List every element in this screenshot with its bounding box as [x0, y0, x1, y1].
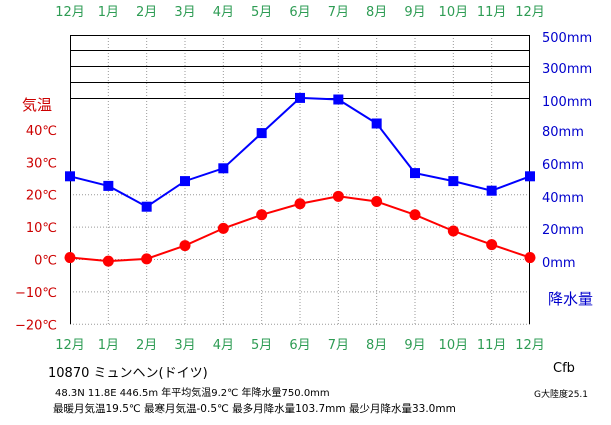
precip-tick-label: 80mm [542, 125, 584, 140]
temperature-point [141, 253, 153, 265]
temperature-point [294, 198, 306, 210]
temperature-point [64, 252, 76, 264]
precipitation-point [525, 171, 535, 182]
temperature-point [524, 252, 536, 264]
month-label-bottom: 9月 [404, 338, 425, 353]
temp-tick-label: 40℃ [26, 124, 57, 139]
month-label-top: 12月 [515, 5, 545, 20]
month-label-bottom: 7月 [328, 338, 349, 353]
temperature-point [409, 209, 421, 221]
precip-tick-label: 300mm [542, 62, 592, 77]
precipitation-point [218, 163, 229, 174]
precip-tick-label: 100mm [542, 95, 592, 110]
month-label-top: 5月 [251, 5, 272, 20]
temperature-point [486, 239, 498, 251]
temp-tick-label: 0℃ [34, 254, 57, 269]
precipitation-point [65, 171, 75, 182]
month-label-bottom: 4月 [213, 338, 234, 353]
temperature-point [332, 190, 344, 202]
temp-tick-label: 30℃ [26, 156, 57, 171]
month-label-top: 7月 [328, 5, 349, 20]
month-label-top: 2月 [136, 5, 157, 20]
month-label-bottom: 12月 [55, 338, 85, 353]
station-id: 10870 [48, 366, 90, 381]
temperature-point [256, 209, 268, 221]
precipitation-point [371, 118, 382, 129]
month-label-bottom: 3月 [174, 338, 195, 353]
stats-line-1: 48.3N 11.8E 446.5m 年平均気温9.2℃ 年降水量750.0mm [55, 388, 330, 399]
month-label-top: 1月 [98, 5, 119, 20]
precipitation-point [486, 185, 497, 196]
month-label-bottom: 1月 [98, 338, 119, 353]
precip-tick-label: 500mm [542, 31, 592, 46]
temperature-point [447, 225, 459, 237]
temp-tick-label: 20℃ [26, 189, 57, 204]
temp-tick-label: 10℃ [26, 221, 57, 236]
month-label-top: 11月 [477, 5, 507, 20]
month-label-top: 12月 [55, 5, 85, 20]
month-label-bottom: 8月 [366, 338, 387, 353]
precip-axis-title: 降水量 [548, 290, 593, 308]
month-label-bottom: 10月 [439, 338, 469, 353]
temperature-point [371, 196, 383, 208]
temp-tick-label: −20℃ [15, 318, 57, 333]
month-label-top: 8月 [366, 5, 387, 20]
precip-tick-label: 60mm [542, 158, 584, 173]
precipitation-point [180, 176, 190, 187]
temp-axis-title: 気温 [22, 96, 52, 114]
precipitation-point [333, 94, 344, 105]
precip-tick-label: 0mm [542, 256, 576, 271]
stats-line-2: 最暖月気温19.5℃ 最寒月気温-0.5℃ 最多月降水量103.7mm 最少月降… [53, 403, 456, 415]
precipitation-point [410, 168, 420, 179]
station-name: ミュンヘン(ドイツ) [93, 366, 208, 381]
precipitation-point [141, 201, 152, 212]
precip-tick-label: 20mm [542, 223, 584, 238]
climate-region: G大陸度25.1 [534, 390, 589, 400]
precipitation-point [295, 92, 305, 103]
month-label-top: 3月 [174, 5, 195, 20]
month-label-bottom: 11月 [477, 338, 507, 353]
precipitation-point [256, 128, 267, 139]
month-label-bottom: 5月 [251, 338, 272, 353]
month-label-top: 4月 [213, 5, 234, 20]
temperature-point [102, 255, 114, 267]
precipitation-point [448, 176, 459, 187]
temperature-point [179, 240, 191, 252]
month-label-top: 9月 [404, 5, 425, 20]
month-label-bottom: 2月 [136, 338, 157, 353]
month-label-bottom: 12月 [515, 338, 545, 353]
temperature-point [217, 222, 229, 234]
month-label-bottom: 6月 [289, 338, 310, 353]
precipitation-point [103, 180, 114, 191]
precip-tick-label: 40mm [542, 191, 584, 206]
month-label-top: 6月 [289, 5, 310, 20]
temp-tick-label: −10℃ [15, 286, 57, 301]
climate-code: Cfb [553, 361, 575, 376]
month-label-top: 10月 [439, 5, 469, 20]
